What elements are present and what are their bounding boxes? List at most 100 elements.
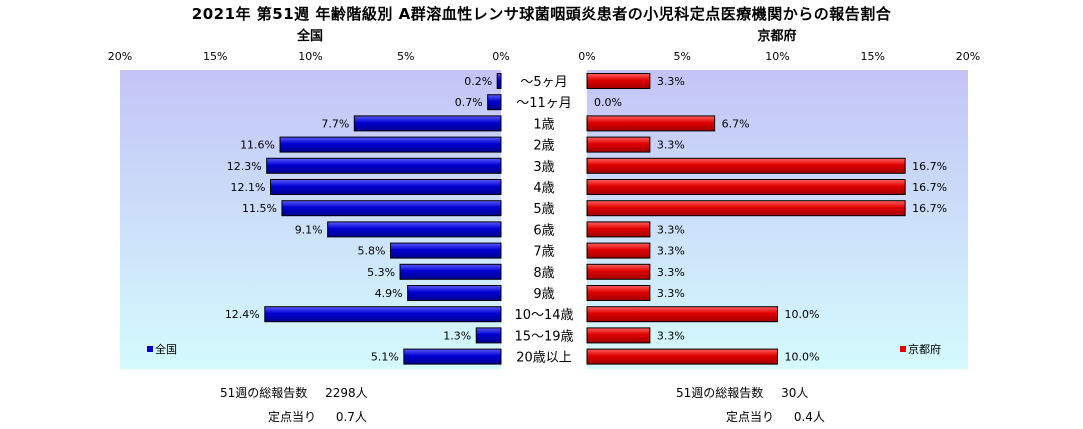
- left-bar: [407, 285, 502, 301]
- left-bar: [327, 221, 502, 238]
- right-plot-area: [587, 70, 968, 369]
- left-value-label: 11.5%: [242, 202, 277, 215]
- left-tick-label: 0%: [492, 50, 509, 63]
- left-value-label: 11.6%: [240, 139, 275, 152]
- left-bar: [279, 136, 502, 153]
- category-label: 6歳: [533, 223, 554, 238]
- left-bar: [264, 306, 502, 323]
- right-bar: [586, 348, 778, 365]
- right-bar: [586, 242, 651, 259]
- left-value-label: 5.8%: [358, 245, 386, 258]
- right-total-row: 51週の総報告数 30人: [676, 384, 808, 401]
- right-per-row: 定点当り 0.4人: [726, 408, 825, 425]
- right-bar: [586, 136, 651, 153]
- chart-title: 2021年 第51週 年齢階級別 A群溶血性レンサ球菌咽頭炎患者の小児科定点医療…: [191, 5, 892, 23]
- right-legend-label: 京都府: [908, 342, 941, 356]
- category-label: 〜11ヶ月: [516, 96, 572, 111]
- category-label: 10〜14歳: [514, 308, 573, 323]
- right-bar: [586, 179, 906, 195]
- right-bar: [586, 157, 906, 174]
- right-bar: [586, 263, 651, 280]
- left-plot-area: [120, 70, 501, 369]
- right-value-label: 10.0%: [785, 308, 820, 321]
- left-per-value: 0.7人: [335, 410, 367, 424]
- right-value-label: 16.7%: [912, 181, 947, 194]
- category-label: 1歳: [533, 117, 554, 132]
- left-value-label: 1.3%: [443, 329, 471, 342]
- left-value-label: 7.7%: [321, 117, 349, 130]
- right-bar: [586, 221, 651, 238]
- left-value-label: 5.3%: [367, 266, 395, 279]
- right-bar: [586, 115, 716, 132]
- right-bar: [586, 306, 778, 323]
- left-bar: [487, 94, 502, 111]
- category-label: 15〜19歳: [514, 329, 573, 344]
- left-bar: [475, 327, 502, 344]
- right-legend-swatch: [900, 346, 906, 352]
- right-legend: 京都府: [900, 342, 941, 356]
- right-value-label: 3.3%: [657, 75, 685, 88]
- right-value-label: 10.0%: [785, 351, 820, 364]
- left-legend-label: 全国: [155, 342, 177, 356]
- right-total-value: 30人: [781, 386, 809, 400]
- left-total-value: 2298人: [325, 386, 368, 400]
- category-label: 7歳: [533, 245, 554, 260]
- right-value-label: 3.3%: [657, 329, 685, 342]
- left-value-label: 12.1%: [231, 181, 266, 194]
- category-label: 5歳: [533, 202, 554, 217]
- right-per-label: 定点当り: [726, 410, 775, 424]
- left-total-label: 51週の総報告数: [220, 386, 308, 400]
- left-tick-label: 10%: [298, 50, 322, 63]
- left-bar: [269, 179, 502, 195]
- right-bar: [586, 285, 651, 301]
- left-bar: [281, 200, 502, 217]
- right-bar: [586, 200, 906, 217]
- right-value-label: 6.7%: [722, 117, 750, 130]
- left-panel-title: 全国: [296, 28, 323, 44]
- left-value-label: 4.9%: [375, 287, 403, 300]
- left-value-label: 9.1%: [295, 223, 323, 236]
- left-tick-label: 20%: [108, 50, 132, 63]
- left-tick-label: 15%: [203, 50, 227, 63]
- left-bar: [403, 348, 502, 365]
- right-value-label: 3.3%: [657, 139, 685, 152]
- left-bar: [399, 263, 502, 280]
- right-value-label: 16.7%: [912, 202, 947, 215]
- category-label: 2歳: [533, 139, 554, 154]
- right-total-label: 51週の総報告数: [676, 386, 764, 400]
- left-per-label: 定点当り: [268, 410, 317, 424]
- left-legend: 全国: [147, 342, 177, 356]
- left-bar: [266, 157, 502, 174]
- left-value-label: 5.1%: [371, 351, 399, 364]
- category-label: 20歳以上: [516, 351, 572, 366]
- category-label: 4歳: [533, 181, 554, 196]
- right-value-label: 3.3%: [657, 223, 685, 236]
- right-bar: [586, 327, 651, 344]
- category-label: 3歳: [533, 160, 554, 175]
- right-value-label: 3.3%: [657, 266, 685, 279]
- right-value-label: 3.3%: [657, 287, 685, 300]
- left-legend-swatch: [147, 346, 153, 352]
- right-tick-label: 0%: [578, 50, 595, 63]
- left-value-label: 12.3%: [227, 160, 262, 173]
- left-value-label: 12.4%: [225, 308, 260, 321]
- left-per-row: 定点当り 0.7人: [268, 408, 367, 425]
- category-label: 9歳: [533, 287, 554, 302]
- right-per-value: 0.4人: [793, 410, 825, 424]
- right-value-label: 3.3%: [657, 245, 685, 258]
- left-bar: [390, 242, 502, 259]
- right-panel-title: 京都府: [757, 28, 796, 44]
- category-label: 〜5ヶ月: [520, 75, 567, 90]
- left-tick-label: 5%: [397, 50, 414, 63]
- right-tick-label: 5%: [674, 50, 691, 63]
- left-value-label: 0.7%: [455, 96, 483, 109]
- left-bar: [353, 115, 502, 132]
- right-value-label: 0.0%: [594, 96, 622, 109]
- left-bar: [496, 73, 502, 89]
- left-total-row: 51週の総報告数 2298人: [220, 384, 368, 401]
- right-bar: [586, 73, 651, 89]
- right-tick-label: 20%: [956, 50, 980, 63]
- right-tick-label: 15%: [861, 50, 885, 63]
- left-value-label: 0.2%: [464, 75, 492, 88]
